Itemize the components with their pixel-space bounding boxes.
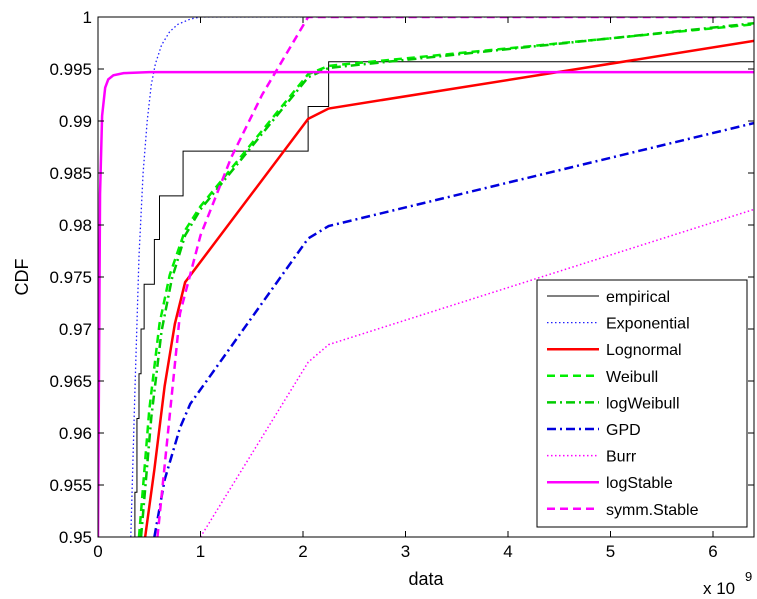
legend-label: Burr (606, 449, 637, 466)
x-tick-label: 1 (196, 542, 205, 561)
series-line-logstable (98, 70, 754, 537)
series-line-symm-stable (156, 17, 754, 537)
y-tick-label: 0.96 (59, 424, 92, 443)
x-tick-label: 0 (93, 542, 102, 561)
x-tick-label: 6 (708, 542, 717, 561)
legend-label: GPD (606, 422, 641, 439)
x-axis-label: data (408, 569, 444, 589)
y-tick-label: 0.985 (49, 164, 92, 183)
series-line-weibull (137, 23, 754, 537)
series-line-lognormal (143, 39, 754, 537)
y-tick-label: 0.98 (59, 216, 92, 235)
x-multiplier-exponent: 9 (745, 569, 752, 584)
x-tick-label: 2 (298, 542, 307, 561)
y-tick-label: 0.95 (59, 528, 92, 547)
x-tick-label: 4 (503, 542, 512, 561)
legend-label: Weibull (606, 369, 658, 386)
y-tick-label: 1 (83, 8, 92, 27)
ticks-layer: 0 1 2 3 4 5 6 0.95 0.955 0.96 0.965 0.97 0.975 0.98 0.… (49, 8, 754, 561)
legend-label: Exponential (606, 316, 690, 333)
y-axis-label: CDF (12, 259, 32, 296)
legend-label: symm.Stable (606, 502, 699, 519)
y-tick-label: 0.965 (49, 372, 92, 391)
x-multiplier-label: x 10 (703, 579, 735, 598)
legend: empirical Exponential Lognormal Weibull logW… (536, 279, 748, 528)
x-tick-label: 5 (606, 542, 615, 561)
series-line-exponential (130, 17, 754, 537)
series-line-gpd (153, 121, 754, 537)
legend-label: logStable (606, 475, 673, 492)
series-line-empirical (128, 61, 754, 537)
y-tick-label: 0.995 (49, 60, 92, 79)
legend-label: Lognormal (606, 342, 682, 359)
legend-label: logWeibull (606, 395, 680, 412)
legend-label: empirical (606, 289, 670, 306)
y-tick-label: 0.955 (49, 476, 92, 495)
x-tick-label: 3 (401, 542, 410, 561)
series-layer (98, 17, 754, 537)
y-tick-label: 0.975 (49, 268, 92, 287)
y-tick-label: 0.97 (59, 320, 92, 339)
y-tick-label: 0.99 (59, 112, 92, 131)
